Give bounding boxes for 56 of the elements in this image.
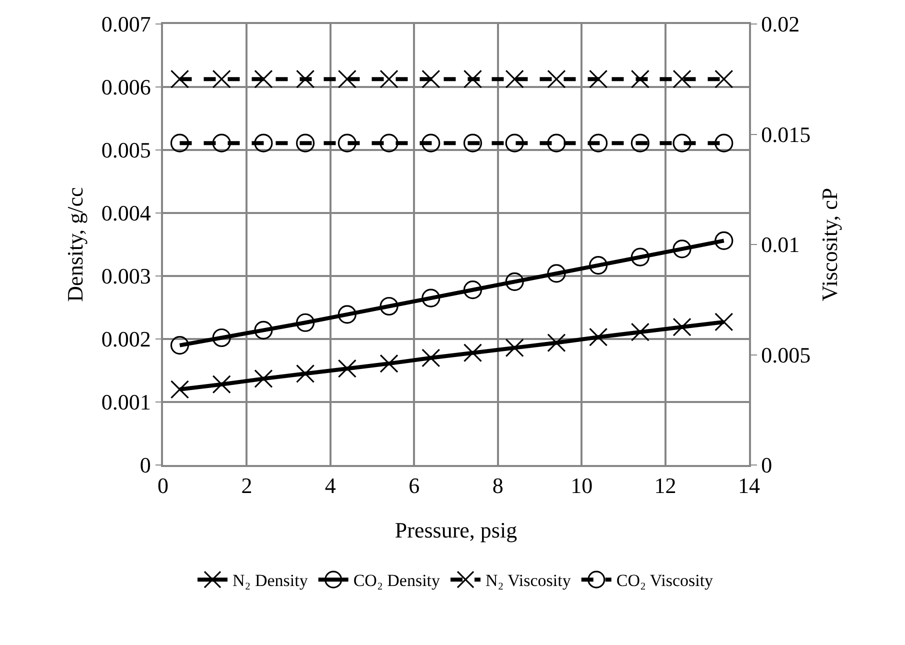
y2-tick-label: 0.02: [761, 12, 800, 37]
point: [672, 240, 692, 258]
y2-tick-label: 0.015: [761, 122, 811, 147]
point: [589, 256, 608, 275]
point: [170, 380, 190, 399]
x-axis-title: Pressure, psig: [394, 518, 518, 543]
point: [505, 272, 524, 291]
y-tick-label: 0.002: [101, 326, 151, 352]
point: [380, 296, 398, 316]
point: [212, 375, 231, 394]
x-tick-label: 2: [241, 473, 252, 498]
y-tick-label: 0: [140, 452, 151, 478]
y2-axis-title: Viscosity, cP: [817, 188, 842, 302]
point: [547, 264, 566, 283]
x-tick-label: 8: [492, 473, 504, 498]
y-tick-label: 0.001: [101, 390, 151, 415]
point: [589, 328, 608, 346]
point: [422, 288, 440, 308]
point: [463, 280, 482, 300]
point: [170, 336, 190, 355]
point: [254, 320, 273, 340]
point: [338, 305, 356, 324]
x-tick-label: 12: [654, 473, 676, 498]
x-tick-label: 4: [324, 473, 336, 498]
point: [505, 338, 524, 358]
x-tick-label: 10: [570, 473, 593, 498]
point: [296, 313, 315, 332]
x-tick-label: 6: [408, 473, 420, 498]
y-tick-label: 0.006: [101, 74, 151, 100]
x-tick-label: 0: [158, 473, 168, 498]
point: [380, 354, 398, 373]
point: [630, 322, 650, 342]
y-axis-title: Density, g/cc: [62, 186, 88, 302]
legend-label: N₂ Density: [232, 571, 308, 590]
point: [422, 348, 440, 368]
y-tick-label: 0.005: [101, 138, 151, 163]
x-tick-label: 14: [738, 473, 760, 498]
point: [714, 312, 734, 332]
point: [338, 359, 356, 378]
y2-tick-label: 0.005: [761, 342, 811, 368]
point: [212, 328, 231, 348]
y-tick-label: 0.004: [101, 200, 151, 226]
legend-label: CO₂ Viscosity: [616, 571, 714, 590]
point: [254, 369, 273, 388]
y-tick-label: 0.007: [101, 12, 151, 37]
legend-label: N₂ Viscosity: [486, 571, 572, 590]
point: [630, 248, 650, 266]
point: [463, 344, 482, 362]
point: [296, 364, 315, 383]
y-tick-label: 0.003: [101, 264, 151, 289]
legend-label: CO₂ Density: [353, 571, 441, 590]
point: [714, 231, 734, 250]
y2-tick-label: 0: [761, 452, 772, 478]
y2-tick-label: 0.01: [761, 232, 800, 258]
point: [672, 318, 692, 336]
point: [547, 333, 566, 352]
